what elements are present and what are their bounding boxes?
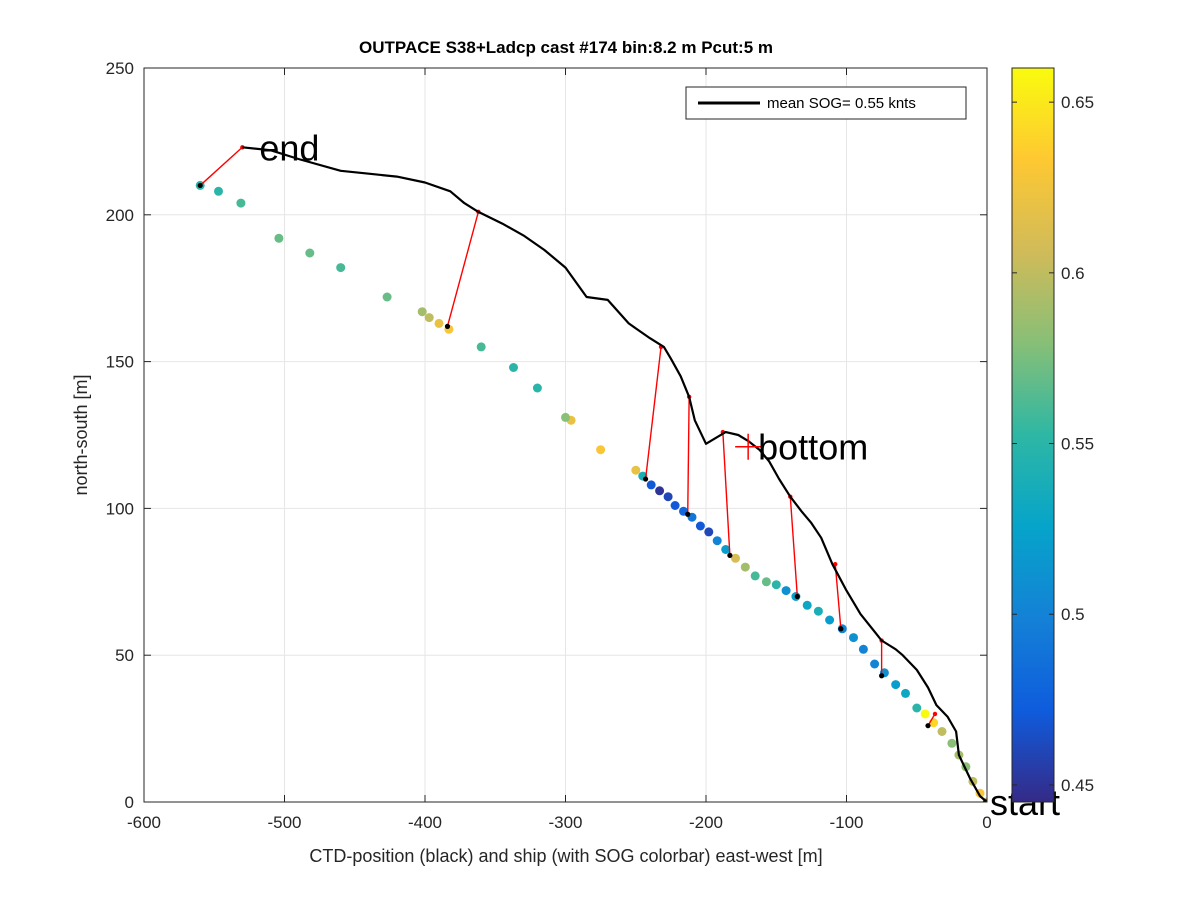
ctd-track-layer (242, 146, 987, 802)
ship-position-point (670, 501, 680, 510)
x-tick-label: -600 (127, 813, 161, 832)
ship-position-point (236, 198, 246, 208)
colorbar: 0.45 0.5 0.55 0.6 0.65 (1011, 67, 1094, 803)
colorbar-tick-label: 0.65 (1061, 93, 1094, 112)
ship-position-point (740, 562, 750, 572)
ctd-ship-link (789, 496, 799, 597)
ship-position-point (781, 586, 791, 596)
ship-position-point (509, 363, 518, 372)
x-tick-label: -300 (548, 813, 582, 832)
x-axis-label: CTD-position (black) and ship (with SOG … (309, 846, 822, 866)
ship-link-marker (197, 182, 203, 189)
ctd-link-marker (932, 711, 938, 717)
ship-link-marker (925, 723, 931, 729)
ship-position-point (561, 412, 570, 422)
colorbar-tick-label: 0.55 (1061, 435, 1094, 454)
ship-position-point (849, 633, 858, 643)
ship-position-point (920, 709, 930, 719)
annotation-bottom: bottom (758, 427, 868, 468)
ship-position-point (891, 680, 901, 690)
y-tick-label: 200 (106, 206, 134, 225)
x-tick-label: -100 (829, 813, 863, 832)
x-tick-label: 0 (982, 813, 991, 832)
ship-link-marker (879, 673, 885, 679)
ship-link-marker (727, 552, 733, 558)
x-tick-label: -200 (689, 813, 723, 832)
ship-position-point (825, 615, 835, 625)
ctd-ship-link (446, 211, 480, 327)
colorbar-gradient (1011, 67, 1055, 803)
colorbar-tick-label: 0.45 (1061, 776, 1094, 795)
ship-position-point (424, 313, 434, 323)
y-tick-label: 250 (106, 59, 134, 78)
ship-position-point (721, 545, 731, 554)
ship-link-marker (838, 626, 844, 632)
ship-position-point (434, 318, 444, 328)
x-tick-labels: -600 -500 -400 -300 -200 -100 0 (127, 813, 992, 832)
y-tick-label: 50 (115, 646, 134, 665)
ship-position-point (274, 233, 284, 243)
legend: mean SOG= 0.55 knts (685, 86, 967, 120)
ship-position-point (305, 248, 315, 258)
ship-position-point (704, 527, 714, 537)
ship-link-marker (642, 476, 649, 482)
ctd-ship-link (687, 396, 690, 515)
ship-position-point (663, 492, 673, 502)
colorbar-ticks (1012, 101, 1054, 786)
axis-ticks (143, 67, 988, 803)
annotation-end: end (259, 127, 319, 168)
ship-position-point (771, 580, 781, 590)
colorbar-tick-label: 0.5 (1061, 605, 1085, 624)
ship-position-point (761, 577, 771, 587)
ship-position-point (214, 186, 223, 196)
ship-position-point (596, 445, 606, 455)
ctd-track-line (242, 146, 987, 802)
ship-position-point (802, 600, 812, 610)
ctd-ship-link (644, 346, 662, 480)
ship-track-layer (195, 180, 987, 802)
ship-position-point (712, 536, 722, 546)
x-tick-label: -400 (408, 813, 442, 832)
ship-position-point (937, 727, 947, 736)
ship-position-point (631, 465, 641, 475)
ship-position-point (695, 521, 705, 531)
ship-position-point (382, 292, 392, 302)
ship-position-point (476, 342, 486, 352)
colorbar-tick-labels: 0.45 0.5 0.55 0.6 0.65 (1061, 93, 1094, 795)
ship-position-point (858, 644, 868, 654)
colorbar-tick-label: 0.6 (1061, 264, 1085, 283)
ctd-ship-link (834, 564, 842, 629)
ship-position-point (731, 553, 740, 563)
ship-position-point (901, 688, 910, 698)
y-tick-label: 150 (106, 353, 134, 372)
y-tick-label: 100 (106, 499, 134, 518)
ship-link-marker (685, 511, 691, 517)
y-tick-labels: 0 50 100 150 200 250 (106, 59, 134, 812)
ship-position-point (750, 571, 760, 581)
ship-position-point (336, 263, 346, 273)
ctd-ship-link (199, 146, 243, 186)
chart-title: OUTPACE S38+Ladcp cast #174 bin:8.2 m Pc… (359, 38, 773, 57)
ship-position-point (655, 486, 665, 496)
ship-position-point (870, 659, 880, 669)
ship-position-point (646, 480, 656, 490)
legend-entry-label: mean SOG= 0.55 knts (767, 95, 916, 112)
ship-link-marker (444, 323, 451, 329)
x-tick-label: -500 (267, 813, 301, 832)
ctd-ship-link (722, 432, 731, 556)
y-tick-label: 0 (125, 793, 134, 812)
ship-position-point (417, 307, 427, 317)
ship-link-marker (794, 593, 800, 600)
ship-position-point (532, 383, 542, 393)
ship-position-point (947, 738, 957, 748)
ship-position-point (813, 606, 823, 616)
ship-position-point (912, 703, 922, 713)
y-axis-label: north-south [m] (71, 374, 91, 495)
